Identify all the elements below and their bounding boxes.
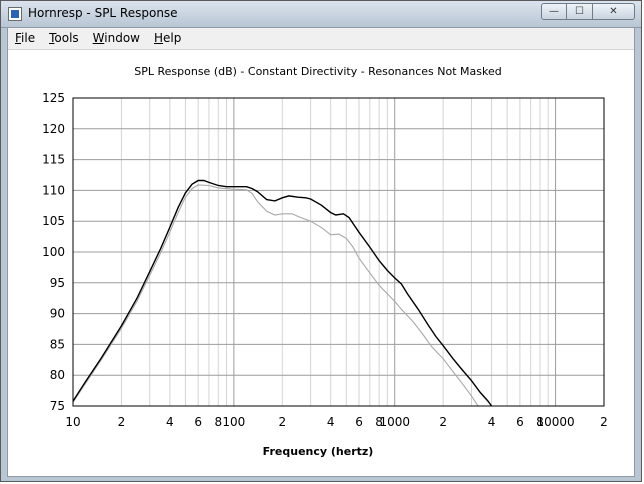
y-tick-label: 110 (42, 183, 65, 197)
x-tick-label: 4 (488, 415, 496, 429)
x-tick-label: 8 (214, 415, 222, 429)
minimize-button[interactable]: — (541, 3, 567, 20)
x-tick-label: 2 (600, 415, 608, 429)
menu-file[interactable]: File (15, 31, 36, 45)
chart-title: SPL Response (dB) - Constant Directivity… (134, 65, 502, 78)
y-tick-label: 75 (50, 399, 65, 413)
maximize-icon: ☐ (575, 6, 584, 17)
chart-container: SPL Response (dB) - Constant Directivity… (0, 48, 644, 478)
x-tick-label: 2 (439, 415, 447, 429)
spl-series-primary (72, 179, 493, 407)
x-tick-label: 6 (355, 415, 363, 429)
app-icon (8, 7, 22, 21)
x-tick-label: 8 (375, 415, 383, 429)
menu-window[interactable]: Window (92, 31, 140, 45)
maximize-button[interactable]: ☐ (567, 3, 593, 20)
minimize-icon: — (549, 6, 559, 17)
x-tick-label: 8 (536, 415, 544, 429)
x-tick-label: 100 (222, 415, 245, 429)
caption-buttons: — ☐ ✕ (541, 3, 635, 21)
x-tick-label: 10000 (536, 415, 574, 429)
x-tick-label: 2 (278, 415, 286, 429)
y-tick-label: 125 (42, 91, 65, 105)
x-tick-label: 2 (118, 415, 126, 429)
y-tick-label: 85 (50, 337, 65, 351)
x-axis-label: Frequency (hertz) (262, 445, 374, 458)
x-tick-label: 1000 (379, 415, 410, 429)
y-tick-label: 100 (42, 245, 65, 259)
close-button[interactable]: ✕ (593, 3, 635, 20)
x-tick-label: 4 (166, 415, 174, 429)
window-title: Hornresp - SPL Response (28, 6, 178, 20)
y-tick-label: 90 (50, 307, 65, 321)
y-tick-label: 80 (50, 368, 65, 382)
x-tick-label: 4 (327, 415, 335, 429)
plot-frame (72, 97, 605, 407)
x-tick-label: 6 (194, 415, 202, 429)
menu-help[interactable]: Help (154, 31, 182, 45)
x-tick-label: 10 (65, 415, 80, 429)
y-tick-label: 105 (42, 214, 65, 228)
x-tick-label: 6 (516, 415, 524, 429)
y-tick-label: 115 (42, 153, 65, 167)
title-bar[interactable]: Hornresp - SPL Response — ☐ ✕ (1, 1, 641, 28)
y-tick-label: 95 (50, 276, 65, 290)
menu-tools[interactable]: Tools (49, 31, 79, 45)
menu-bar: File Tools Window Help (8, 28, 634, 50)
close-icon: ✕ (609, 6, 618, 17)
y-tick-label: 120 (42, 122, 65, 136)
spl-series-secondary (72, 184, 479, 407)
